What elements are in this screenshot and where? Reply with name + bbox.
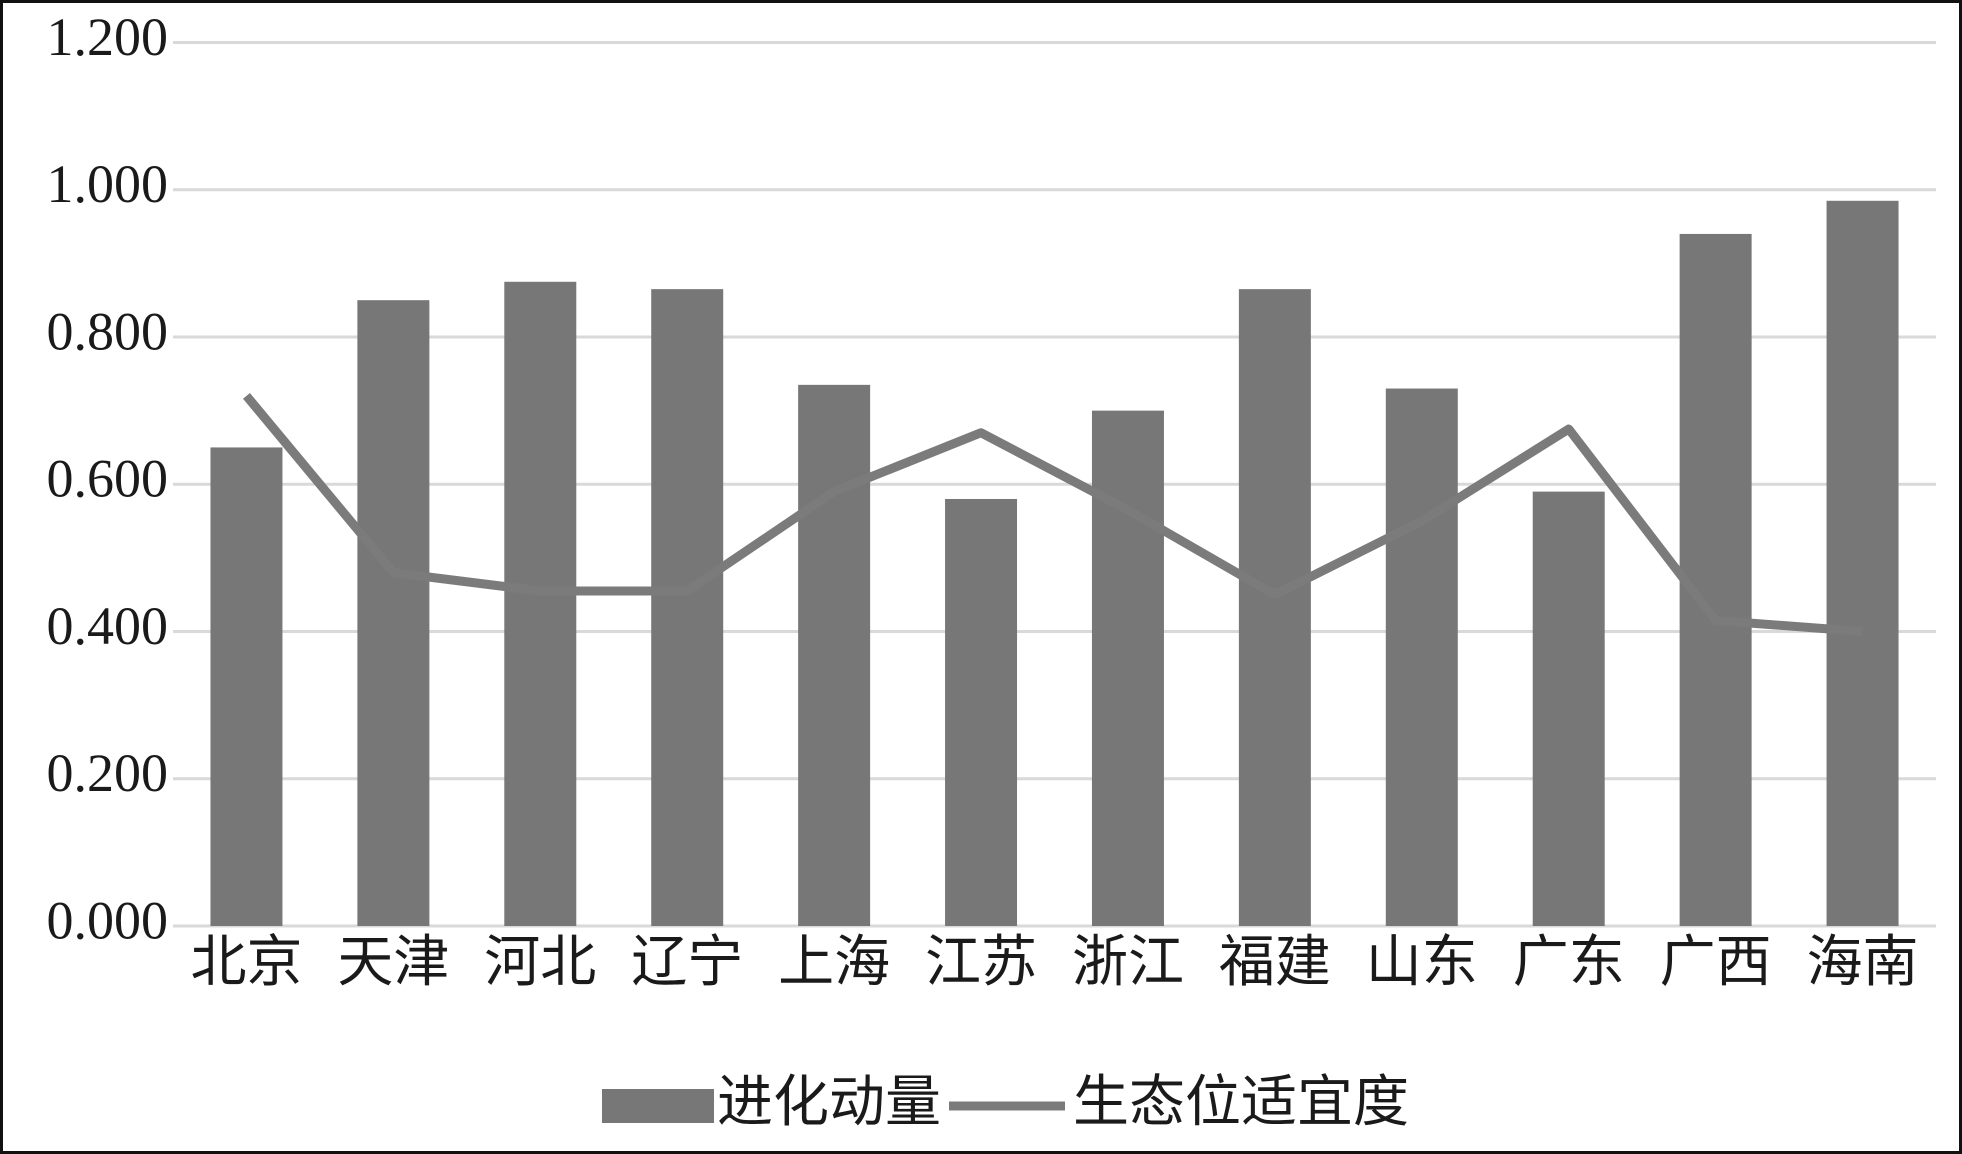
bar xyxy=(945,498,1018,926)
bar xyxy=(798,384,871,926)
x-tick-label: 江苏 xyxy=(925,932,1037,994)
y-tick-label: 0.800 xyxy=(47,301,169,361)
bar xyxy=(1385,388,1458,927)
line xyxy=(242,393,1863,636)
legend-label: 生态位适宜度 xyxy=(1073,1072,1409,1134)
y-tick-label: 0.400 xyxy=(47,596,169,656)
bar xyxy=(651,289,724,926)
x-tick-label: 广东 xyxy=(1513,932,1625,994)
bar xyxy=(1679,233,1752,927)
y-tick-label: 1.200 xyxy=(47,7,169,67)
legend-label: 进化动量 xyxy=(717,1072,941,1134)
bar xyxy=(1532,491,1605,926)
y-tick-label: 0.200 xyxy=(47,743,169,803)
x-tick-label: 河北 xyxy=(484,932,596,994)
x-tick-label: 福建 xyxy=(1219,932,1331,994)
bar xyxy=(1091,410,1164,926)
x-tick-label: 海南 xyxy=(1807,932,1919,994)
x-tick-label: 北京 xyxy=(190,932,302,994)
bar xyxy=(1826,200,1899,926)
y-tick-label: 0.600 xyxy=(47,449,169,509)
x-tick-label: 广西 xyxy=(1660,932,1772,994)
bar xyxy=(210,447,283,926)
x-tick-label: 山东 xyxy=(1366,932,1478,994)
y-tick-label: 0.000 xyxy=(47,890,169,950)
x-tick-label: 天津 xyxy=(337,932,449,994)
y-tick-label: 1.000 xyxy=(47,154,169,214)
x-tick-label: 辽宁 xyxy=(631,932,743,994)
legend-swatch xyxy=(602,1089,714,1123)
bar xyxy=(504,281,577,926)
bar xyxy=(1238,289,1311,926)
x-tick-label: 浙江 xyxy=(1072,932,1184,994)
x-tick-label: 上海 xyxy=(778,932,890,994)
bar xyxy=(357,300,430,926)
